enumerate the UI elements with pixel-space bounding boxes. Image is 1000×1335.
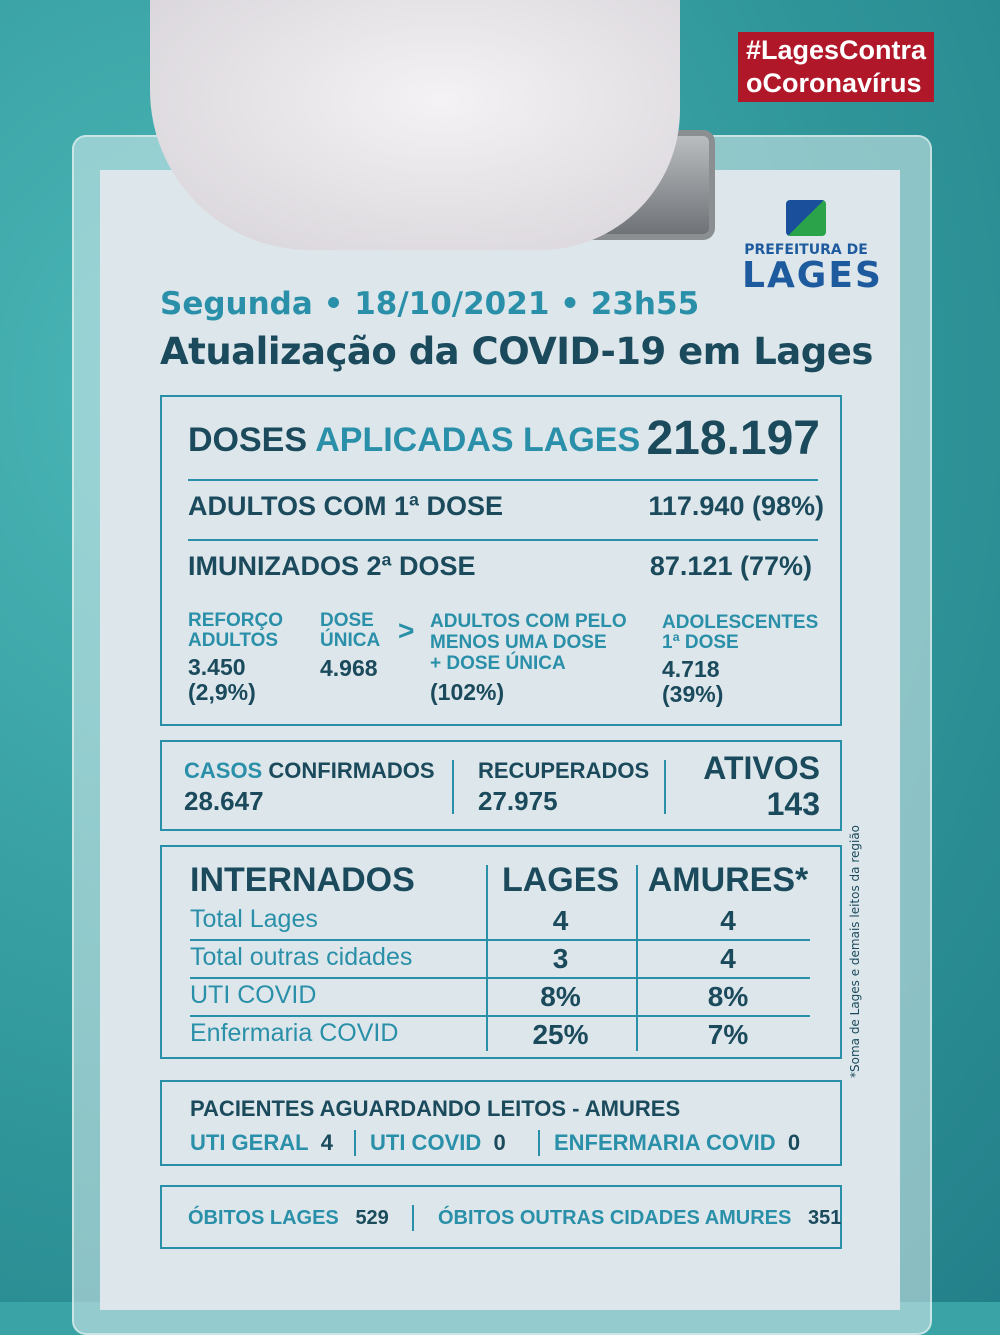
hashtag-badge: #LagesContra oCoronavírus: [738, 32, 935, 102]
header-amures: AMURES*: [647, 861, 809, 899]
teen-label: ADOLESCENTES 1ª DOSE: [662, 612, 819, 653]
table-cell-lages: 25%: [532, 1019, 589, 1050]
table-row-label: Total Lages: [190, 905, 318, 933]
deaths-lages: ÓBITOS LAGES 529: [188, 1207, 389, 1229]
single-dose-value: 4.968: [320, 655, 378, 681]
booster-value: 3.450 (2,9%): [188, 654, 256, 705]
active-value: 143: [766, 786, 820, 822]
first-dose-label: ADULTOS COM 1ª DOSE: [188, 491, 504, 521]
divider: [636, 865, 638, 1051]
table-cell-amures: 7%: [707, 1019, 749, 1050]
at-least-one-dose-label: ADULTOS COM PELO MENOS UMA DOSE + DOSE ÚNI…: [430, 611, 627, 674]
table-cell-amures: 8%: [707, 981, 749, 1012]
doses-box: DOSES APLICADAS LAGES 218.197 ADULTOS CO…: [160, 395, 842, 726]
cases-box: CASOS CONFIRMADOS 28.647 RECUPERADOS 27.…: [160, 740, 842, 831]
table-row-label: Total outras cidades: [190, 943, 413, 971]
confirmed-label: CASOS CONFIRMADOS: [184, 758, 435, 783]
flag-icon: [786, 200, 826, 236]
booster-label: REFORÇO ADULTOS: [188, 610, 283, 651]
doses-label: DOSES APLICADAS LAGES: [188, 421, 641, 459]
table-cell-amures: 4: [720, 905, 736, 936]
divider: [664, 760, 666, 814]
row-divider: [190, 977, 810, 979]
divider: [354, 1130, 356, 1156]
teen-value: 4.718 (39%): [662, 656, 724, 707]
second-dose-label: IMUNIZADOS 2ª DOSE: [188, 551, 476, 581]
deaths-other: ÓBITOS OUTRAS CIDADES AMURES 351: [438, 1207, 842, 1229]
header-internados: INTERNADOS: [190, 861, 415, 899]
gloved-hand-image: [150, 0, 680, 250]
hospitalized-table: INTERNADOS LAGES AMURES* Total Lages 4 4…: [160, 845, 842, 1059]
hashtag-line-2: oCoronavírus: [746, 68, 922, 98]
waiting-beds-box: PACIENTES AGUARDANDO LEITOS - AMURES UTI…: [160, 1080, 842, 1166]
second-dose-value: 87.121 (77%): [649, 551, 812, 581]
table-cell-lages: 4: [552, 905, 569, 936]
table-row-label: UTI COVID: [190, 981, 317, 1009]
logo-line-1: PREFEITURA DE: [744, 242, 868, 258]
divider: [188, 479, 818, 481]
divider: [412, 1205, 414, 1231]
table-cell-lages: 8%: [540, 981, 581, 1012]
divider: [188, 539, 818, 541]
page-title: Atualização da COVID-19 em Lages: [160, 330, 873, 373]
table-cell-lages: 3: [552, 943, 569, 974]
divider: [538, 1130, 540, 1156]
table-row-label: Enfermaria COVID: [190, 1019, 399, 1047]
prefeitura-logo: PREFEITURA DE LAGES: [742, 200, 883, 296]
deaths-box: ÓBITOS LAGES 529 ÓBITOS OUTRAS CIDADES A…: [160, 1185, 842, 1249]
divider: [486, 865, 488, 1051]
header-lages: LAGES: [501, 861, 620, 899]
date-line: Segunda • 18/10/2021 • 23h55: [160, 286, 700, 322]
doses-total: 218.197: [646, 412, 820, 465]
at-least-one-dose-value: (102%): [430, 679, 505, 705]
waiting-uti-geral: UTI GERAL 4: [190, 1130, 334, 1155]
row-divider: [190, 1015, 810, 1017]
confirmed-value: 28.647: [184, 786, 264, 816]
waiting-title: PACIENTES AGUARDANDO LEITOS - AMURES: [190, 1096, 681, 1121]
recovered-value: 27.975: [478, 786, 558, 816]
waiting-enfermaria: ENFERMARIA COVID 0: [554, 1130, 801, 1155]
footnote: *Soma de Lages e demais leitos da região: [848, 824, 862, 1078]
hashtag-line-1: #LagesContra: [746, 35, 927, 65]
greater-than-sign: >: [398, 615, 415, 646]
first-dose-value: 117.940 (98%): [648, 491, 824, 521]
divider: [452, 760, 454, 814]
row-divider: [190, 939, 810, 941]
active-label: ATIVOS: [703, 750, 820, 786]
recovered-label: RECUPERADOS: [478, 758, 650, 783]
waiting-uti-covid: UTI COVID 0: [370, 1130, 506, 1155]
single-dose-label: DOSE ÚNICA: [320, 610, 381, 651]
logo-line-2: LAGES: [742, 255, 883, 296]
table-cell-amures: 4: [720, 943, 736, 974]
